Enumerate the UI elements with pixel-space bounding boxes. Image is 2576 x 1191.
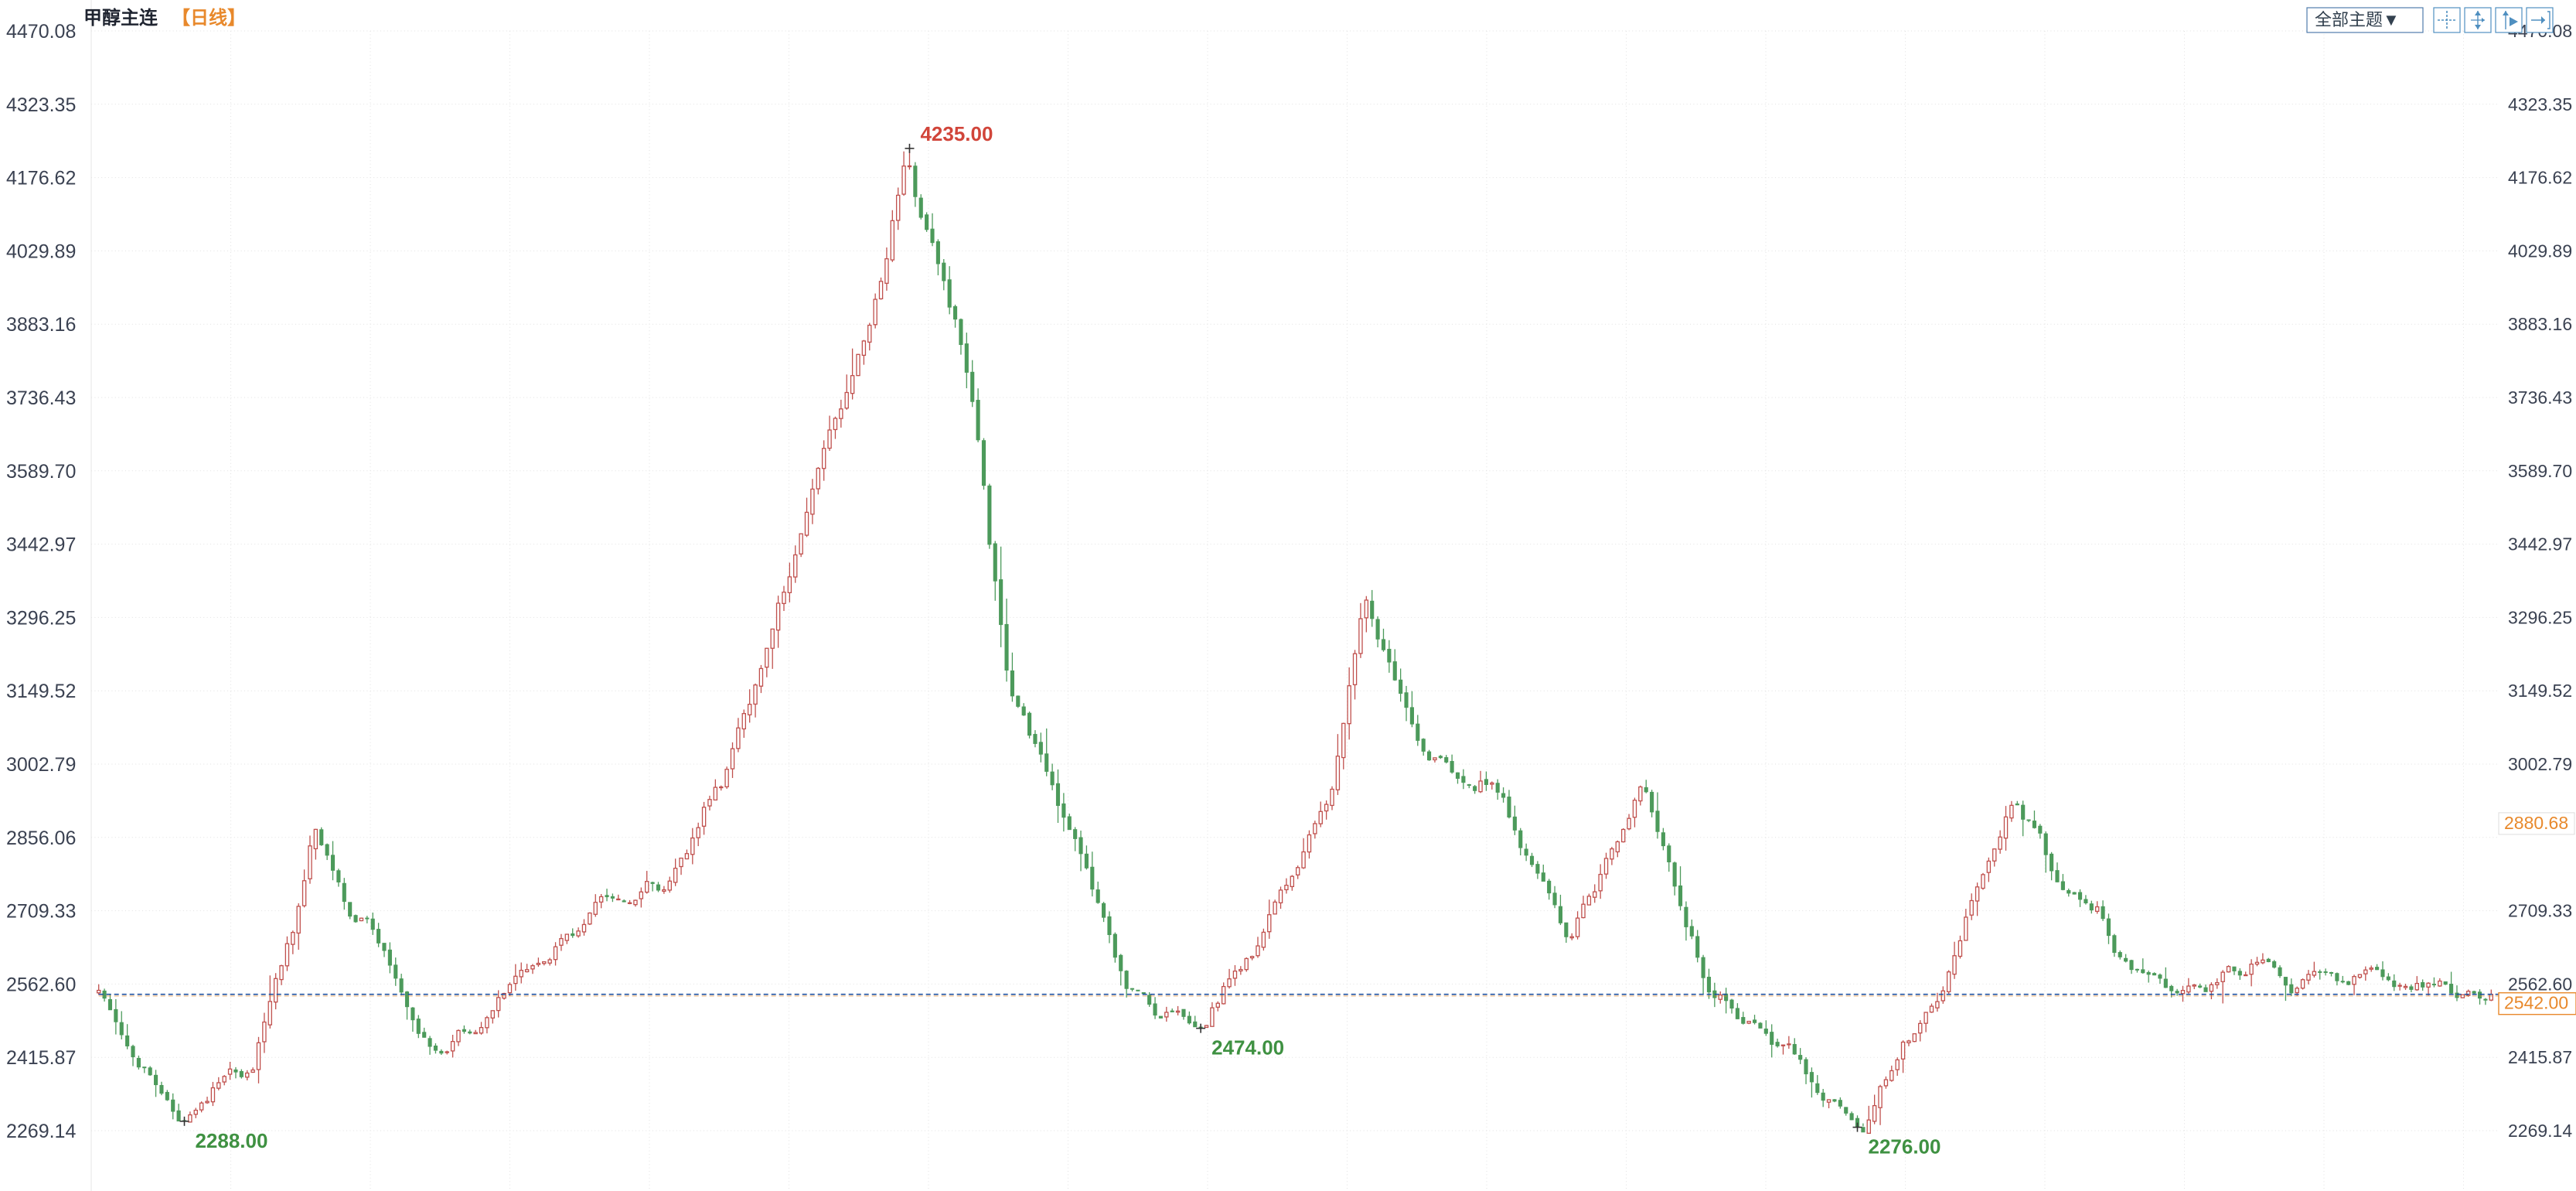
svg-text:3736.43: 3736.43 [2508,387,2572,408]
svg-text:4029.89: 4029.89 [2508,241,2572,261]
svg-text:2856.06: 2856.06 [6,828,76,849]
svg-text:2288.00: 2288.00 [195,1129,267,1152]
svg-text:3149.52: 3149.52 [6,681,76,702]
svg-text:2415.87: 2415.87 [2508,1047,2572,1067]
svg-text:4176.62: 4176.62 [6,168,76,189]
svg-text:4470.08: 4470.08 [6,21,76,43]
svg-text:2562.60: 2562.60 [2508,974,2572,994]
svg-text:2880.68: 2880.68 [2504,813,2568,833]
svg-text:2562.60: 2562.60 [6,974,76,995]
svg-text:3002.79: 3002.79 [2508,754,2572,774]
svg-text:3589.70: 3589.70 [6,461,76,483]
svg-text:2709.33: 2709.33 [2508,901,2572,921]
svg-text:4029.89: 4029.89 [6,241,76,262]
svg-text:3736.43: 3736.43 [6,387,76,409]
svg-text:4176.62: 4176.62 [2508,168,2572,188]
svg-text:2415.87: 2415.87 [6,1047,76,1069]
svg-text:3442.97: 3442.97 [2508,534,2572,555]
svg-text:【日线】: 【日线】 [172,8,246,29]
svg-text:3296.25: 3296.25 [2508,607,2572,627]
svg-text:2269.14: 2269.14 [6,1121,76,1142]
svg-text:甲醇主连: 甲醇主连 [83,7,158,29]
svg-text:3002.79: 3002.79 [6,754,76,776]
svg-text:3296.25: 3296.25 [6,607,76,629]
svg-text:3589.70: 3589.70 [2508,461,2572,481]
svg-text:4323.35: 4323.35 [2508,94,2572,114]
svg-text:2474.00: 2474.00 [1211,1036,1284,1060]
svg-text:3149.52: 3149.52 [2508,681,2572,701]
svg-text:2542.00: 2542.00 [2504,993,2568,1013]
svg-text:2269.14: 2269.14 [2508,1121,2572,1141]
svg-text:全部主题▼: 全部主题▼ [2315,10,2400,29]
svg-text:3442.97: 3442.97 [6,534,76,556]
svg-text:2276.00: 2276.00 [1868,1135,1941,1159]
svg-text:4235.00: 4235.00 [920,122,993,145]
svg-text:2709.33: 2709.33 [6,901,76,923]
svg-text:4323.35: 4323.35 [6,94,76,116]
svg-text:3883.16: 3883.16 [6,314,76,336]
svg-text:3883.16: 3883.16 [2508,314,2572,334]
